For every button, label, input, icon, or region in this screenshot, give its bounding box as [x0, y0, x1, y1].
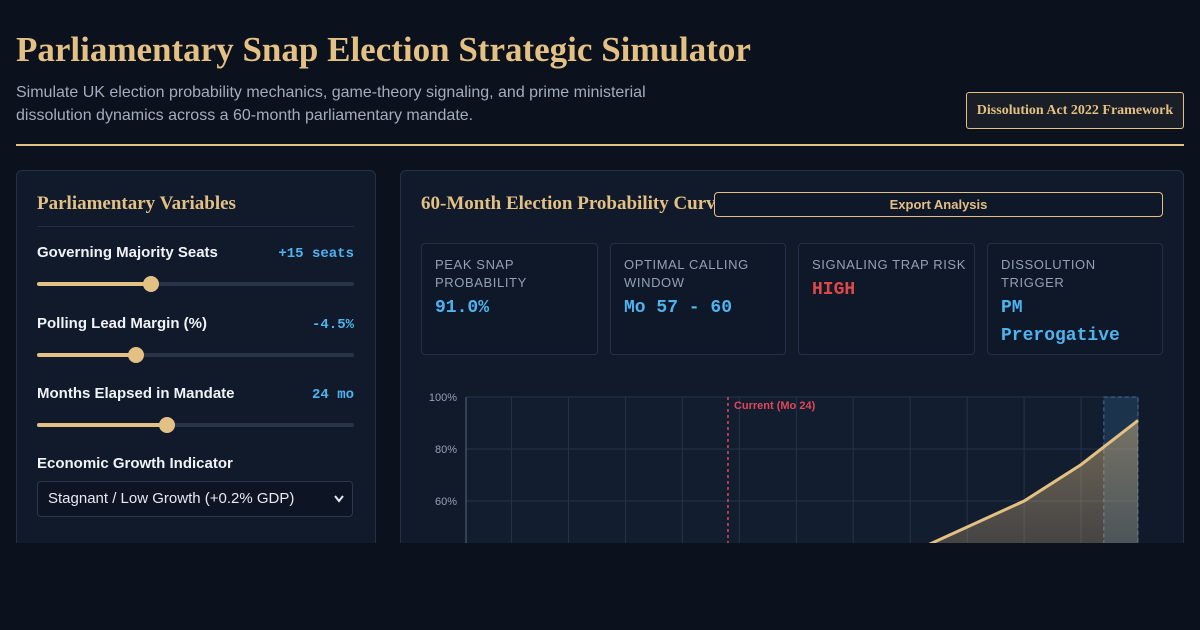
- slider[interactable]: [37, 276, 354, 292]
- y-tick-label: 60%: [435, 496, 457, 508]
- current-label: Current (Mo 24): [734, 400, 816, 412]
- slider-value: 24 mo: [311, 387, 354, 403]
- slider-label: Governing Majority Seats: [37, 244, 218, 261]
- stat-value: 91.0%: [435, 298, 490, 318]
- chevron: [334, 495, 344, 503]
- probability-line: [928, 419, 1139, 543]
- stat-label: DISSOLUTION TRIGGER: [1001, 257, 1096, 290]
- probability-chart: 100% 80% 60% Current (Mo 24): [429, 392, 1139, 543]
- app: Parliamentary Snap Election Strategic Si…: [16, 30, 1184, 543]
- slider[interactable]: [37, 347, 354, 363]
- slider-label: Months Elapsed in Mandate: [37, 385, 235, 402]
- stat-value: PM Prerogative: [1001, 298, 1120, 346]
- stat-value: Mo 57 - 60: [624, 298, 733, 318]
- page-title: Parliamentary Snap Election Strategic Si…: [16, 30, 751, 69]
- stat-card: SIGNALING TRAP RISK HIGH: [798, 243, 975, 355]
- panel-divider: [37, 226, 354, 227]
- stat-label: OPTIMAL CALLING WINDOW: [624, 257, 749, 290]
- stat-label: PEAK SNAP PROBABILITY: [435, 257, 527, 290]
- panel-title: Parliamentary Variables: [37, 193, 236, 214]
- select-label: Economic Growth Indicator: [37, 455, 233, 472]
- stat-card: DISSOLUTION TRIGGER PM Prerogative: [987, 243, 1163, 355]
- select-value: Stagnant / Low Growth (+0.2% GDP): [48, 490, 295, 507]
- subtitle: Simulate UK election probability mechani…: [16, 84, 646, 124]
- stat-card: OPTIMAL CALLING WINDOW Mo 57 - 60: [610, 243, 786, 355]
- slider-value: -4.5%: [311, 317, 354, 333]
- y-tick-label: 80%: [435, 444, 457, 456]
- stat-card: PEAK SNAP PROBABILITY 91.0%: [421, 243, 598, 355]
- chart-title: 60-Month Election Probability Curve: [421, 193, 725, 214]
- y-tick-label: 100%: [429, 392, 457, 404]
- slider[interactable]: [37, 417, 354, 433]
- growth-select[interactable]: Stagnant / Low Growth (+0.2% GDP): [37, 481, 353, 517]
- stat-value: HIGH: [812, 280, 856, 300]
- stat-label: SIGNALING TRAP RISK: [812, 257, 966, 272]
- divider: [16, 144, 1184, 146]
- slider-value: +15 seats: [278, 246, 354, 262]
- slider-label: Polling Lead Margin (%): [37, 315, 208, 332]
- framework-badge: Dissolution Act 2022 Framework: [966, 92, 1184, 129]
- area: [932, 420, 1138, 543]
- export-button[interactable]: Export Analysis: [714, 192, 1163, 217]
